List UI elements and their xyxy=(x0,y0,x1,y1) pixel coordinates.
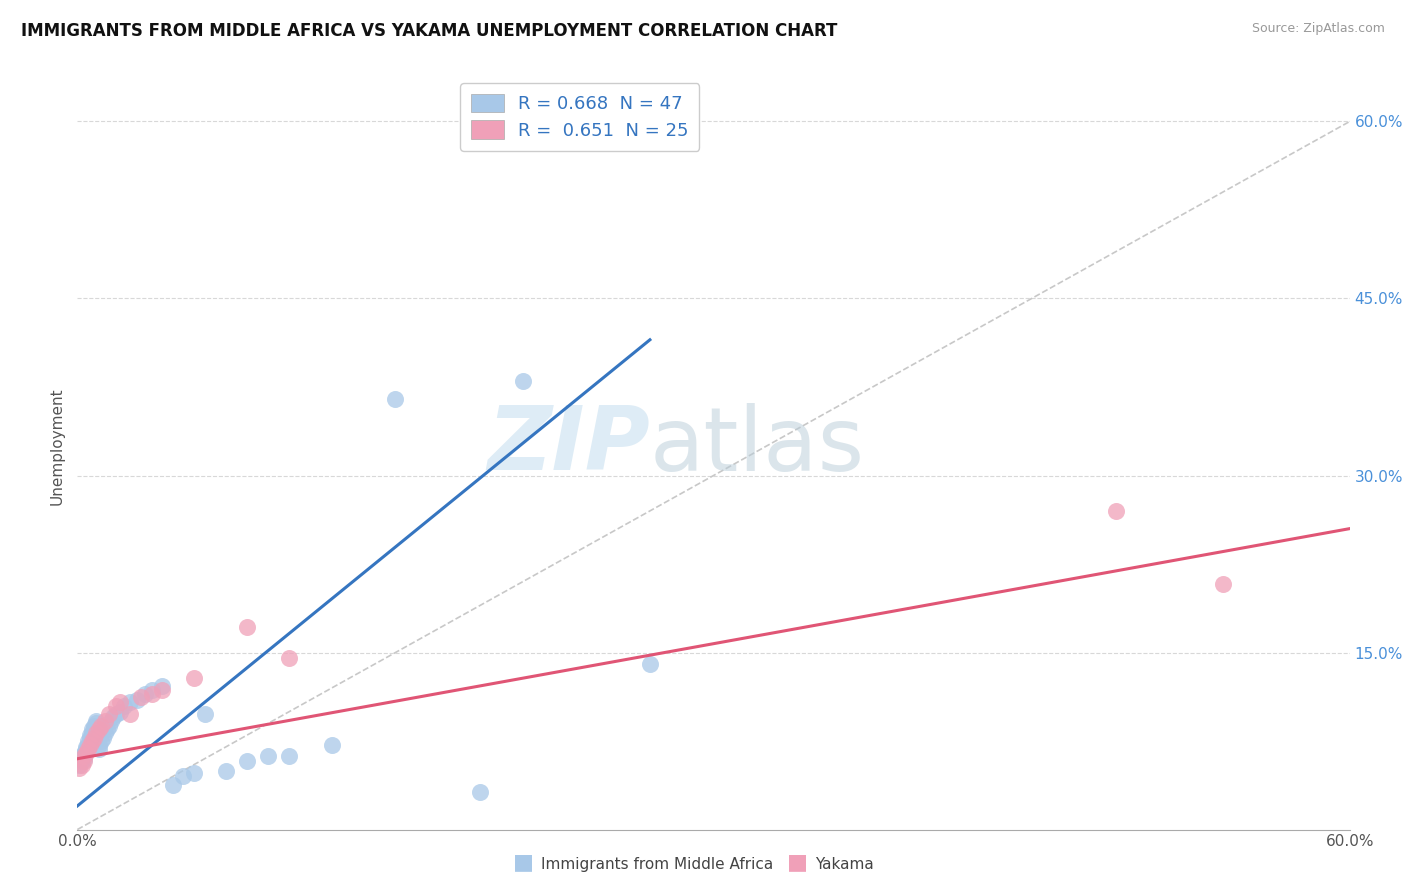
Point xyxy=(183,672,205,686)
Point xyxy=(75,739,97,754)
Point xyxy=(79,728,101,742)
Point xyxy=(125,692,148,706)
Point xyxy=(129,690,152,705)
Point xyxy=(83,719,105,733)
Point xyxy=(183,765,205,780)
Point xyxy=(150,679,173,693)
Point xyxy=(91,731,114,745)
Text: ZIP: ZIP xyxy=(486,402,650,490)
Point xyxy=(73,746,96,760)
Point xyxy=(70,754,93,768)
Text: Yakama: Yakama xyxy=(815,857,875,872)
Point xyxy=(90,719,112,733)
Point xyxy=(215,764,238,778)
Point xyxy=(86,716,108,731)
Text: IMMIGRANTS FROM MIDDLE AFRICA VS YAKAMA UNEMPLOYMENT CORRELATION CHART: IMMIGRANTS FROM MIDDLE AFRICA VS YAKAMA … xyxy=(21,22,838,40)
Point xyxy=(104,706,127,721)
Point xyxy=(82,734,104,748)
Point xyxy=(98,719,121,733)
Point xyxy=(141,687,163,701)
Point xyxy=(75,746,97,760)
Point xyxy=(236,619,259,633)
Point xyxy=(94,726,117,740)
Point xyxy=(120,695,142,709)
Point xyxy=(112,698,135,713)
Point xyxy=(77,734,100,748)
Text: ■: ■ xyxy=(513,853,534,872)
Point xyxy=(83,731,105,745)
Point xyxy=(162,778,184,792)
Point xyxy=(96,723,118,737)
Point xyxy=(470,785,492,799)
Text: Source: ZipAtlas.com: Source: ZipAtlas.com xyxy=(1251,22,1385,36)
Point xyxy=(73,752,96,766)
Point xyxy=(236,754,259,768)
Point xyxy=(638,657,661,672)
Point xyxy=(87,742,110,756)
Point xyxy=(321,738,343,752)
Point xyxy=(104,698,127,713)
Point xyxy=(82,726,104,740)
Point xyxy=(103,710,125,724)
Point xyxy=(1212,577,1234,591)
Point xyxy=(257,749,280,764)
Point xyxy=(86,714,108,728)
Point xyxy=(134,687,156,701)
Point xyxy=(75,742,97,756)
Point xyxy=(87,738,110,752)
Point xyxy=(108,695,131,709)
Point xyxy=(90,734,112,748)
Point xyxy=(150,683,173,698)
Point xyxy=(278,749,301,764)
Y-axis label: Unemployment: Unemployment xyxy=(49,387,65,505)
Point xyxy=(87,723,110,737)
Point xyxy=(1105,504,1128,518)
Point xyxy=(172,769,194,783)
Point xyxy=(100,714,122,728)
Point xyxy=(98,706,121,721)
Point xyxy=(82,723,104,737)
Point xyxy=(73,754,96,768)
Point xyxy=(278,651,301,665)
Point xyxy=(83,721,105,735)
Point xyxy=(70,749,93,764)
Point xyxy=(70,757,93,772)
Point xyxy=(69,761,91,775)
Text: atlas: atlas xyxy=(650,402,865,490)
Point xyxy=(141,683,163,698)
Point xyxy=(79,738,101,752)
Point xyxy=(108,705,131,719)
Point xyxy=(193,706,217,721)
Text: ■: ■ xyxy=(787,853,808,872)
Point xyxy=(77,738,100,752)
Point xyxy=(69,757,91,772)
Text: Immigrants from Middle Africa: Immigrants from Middle Africa xyxy=(541,857,773,872)
Point xyxy=(79,731,101,745)
Point xyxy=(512,374,534,388)
Legend: R = 0.668  N = 47, R =  0.651  N = 25: R = 0.668 N = 47, R = 0.651 N = 25 xyxy=(460,83,700,151)
Point xyxy=(94,714,117,728)
Point xyxy=(73,749,96,764)
Point xyxy=(77,742,100,756)
Point xyxy=(86,726,108,740)
Point xyxy=(384,392,406,406)
Point xyxy=(120,706,142,721)
